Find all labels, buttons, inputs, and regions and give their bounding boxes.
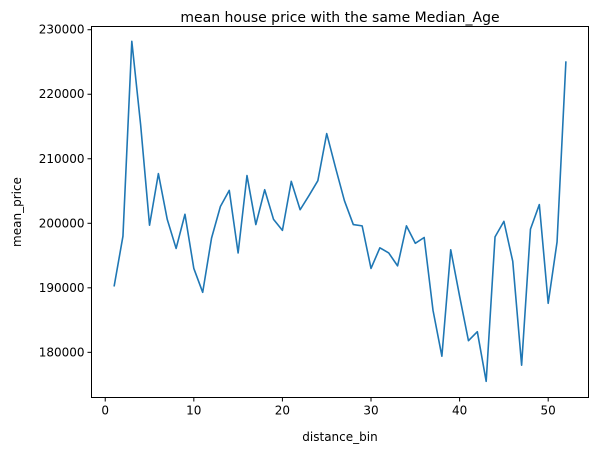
data-point	[414, 242, 416, 244]
data-point	[299, 209, 301, 211]
x-tick-label: 0	[101, 404, 109, 418]
data-point	[529, 228, 531, 230]
data-point	[352, 223, 354, 225]
x-tick-label: 10	[186, 404, 201, 418]
data-point	[201, 291, 203, 293]
data-point	[317, 180, 319, 182]
y-tick-label: 180000	[39, 345, 85, 359]
data-point	[184, 213, 186, 215]
series-line	[113, 40, 567, 383]
data-point	[423, 236, 425, 238]
y-tick-label: 190000	[39, 281, 85, 295]
axis-ticks: 0 10 20 30 40 50 180000 190000 200000 210000 22000…	[39, 23, 556, 418]
data-point	[396, 265, 398, 267]
data-point	[246, 174, 248, 176]
data-point	[308, 194, 310, 196]
data-point	[503, 220, 505, 222]
y-tick-label: 230000	[39, 23, 85, 37]
y-tick-label: 200000	[39, 216, 85, 230]
data-point	[193, 267, 195, 269]
data-point	[166, 218, 168, 220]
x-tick-label: 50	[541, 404, 556, 418]
data-point	[379, 247, 381, 249]
data-point	[432, 309, 434, 311]
data-point	[210, 237, 212, 239]
data-point	[467, 340, 469, 342]
data-point	[237, 252, 239, 254]
data-point	[538, 203, 540, 205]
plot-area	[113, 40, 567, 383]
data-point	[494, 236, 496, 238]
data-point	[485, 380, 487, 382]
data-point	[476, 330, 478, 332]
data-point	[343, 200, 345, 202]
y-tick-label: 220000	[39, 87, 85, 101]
data-point	[281, 229, 283, 231]
plot-frame	[91, 26, 589, 398]
data-point	[264, 189, 266, 191]
data-point	[139, 124, 141, 126]
data-point	[405, 225, 407, 227]
x-axis-label: distance_bin	[302, 430, 377, 444]
data-point	[565, 60, 567, 62]
data-point	[272, 218, 274, 220]
data-point	[556, 241, 558, 243]
y-axis-label: mean_price	[10, 177, 24, 247]
x-tick-label: 40	[452, 404, 467, 418]
data-point	[219, 205, 221, 207]
data-point	[520, 364, 522, 366]
data-point	[228, 189, 230, 191]
chart-title: mean house price with the same Median_Ag…	[180, 10, 499, 26]
data-point	[290, 180, 292, 182]
data-point	[175, 247, 177, 249]
y-tick-label: 210000	[39, 152, 85, 166]
data-point	[547, 302, 549, 304]
data-point	[450, 249, 452, 251]
data-point	[441, 355, 443, 357]
data-point	[370, 267, 372, 269]
data-point	[113, 285, 115, 287]
data-point	[361, 225, 363, 227]
data-point	[255, 223, 257, 225]
data-point	[388, 252, 390, 254]
data-point	[334, 167, 336, 169]
x-tick-label: 20	[275, 404, 290, 418]
data-point	[512, 260, 514, 262]
data-point	[122, 235, 124, 237]
data-point	[326, 132, 328, 134]
data-point	[131, 40, 133, 42]
data-point	[148, 224, 150, 226]
x-tick-label: 30	[363, 404, 378, 418]
data-point	[157, 172, 159, 174]
data-point	[458, 295, 460, 297]
